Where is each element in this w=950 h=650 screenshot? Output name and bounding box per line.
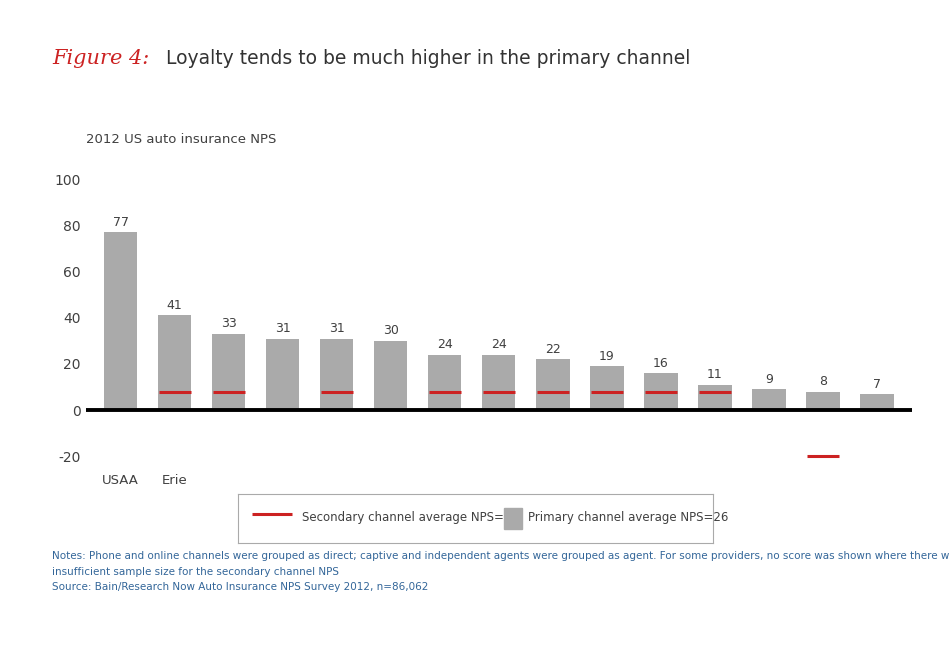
- Bar: [698, 385, 732, 410]
- Bar: [860, 394, 894, 410]
- Bar: [807, 392, 840, 410]
- Bar: [320, 339, 353, 410]
- Text: 24: 24: [437, 338, 452, 351]
- Text: 33: 33: [220, 317, 237, 330]
- Text: 19: 19: [598, 350, 615, 363]
- Bar: [644, 373, 677, 410]
- Text: Primary channel average NPS=26: Primary channel average NPS=26: [528, 511, 729, 524]
- Text: 22: 22: [545, 343, 560, 356]
- Text: 7: 7: [873, 378, 881, 391]
- Bar: [212, 334, 245, 410]
- Bar: [158, 315, 191, 410]
- Text: Secondary channel average NPS=8: Secondary channel average NPS=8: [302, 511, 511, 524]
- Text: insufficient sample size for the secondary channel NPS: insufficient sample size for the seconda…: [52, 567, 339, 577]
- Text: 41: 41: [167, 299, 182, 312]
- Text: 31: 31: [329, 322, 345, 335]
- Bar: [590, 367, 623, 410]
- Bar: [104, 232, 138, 410]
- Bar: [504, 508, 522, 529]
- Bar: [752, 389, 786, 410]
- Text: Loyalty tends to be much higher in the primary channel: Loyalty tends to be much higher in the p…: [166, 49, 691, 68]
- Text: 11: 11: [707, 369, 723, 382]
- Text: 16: 16: [653, 357, 669, 370]
- Text: Source: Bain/Research Now Auto Insurance NPS Survey 2012, n=86,062: Source: Bain/Research Now Auto Insurance…: [52, 582, 428, 592]
- Text: 9: 9: [765, 373, 772, 386]
- Text: 77: 77: [113, 216, 128, 229]
- Bar: [428, 355, 462, 410]
- Text: 8: 8: [819, 375, 826, 388]
- Bar: [536, 359, 569, 410]
- Bar: [482, 355, 516, 410]
- Bar: [266, 339, 299, 410]
- Bar: [374, 341, 408, 410]
- Text: 31: 31: [275, 322, 291, 335]
- Text: 24: 24: [491, 338, 506, 351]
- Text: 2012 US auto insurance NPS: 2012 US auto insurance NPS: [86, 133, 276, 146]
- Text: Notes: Phone and online channels were grouped as direct; captive and independent: Notes: Phone and online channels were gr…: [52, 551, 950, 561]
- Text: Figure 4:: Figure 4:: [52, 49, 149, 68]
- Text: 30: 30: [383, 324, 399, 337]
